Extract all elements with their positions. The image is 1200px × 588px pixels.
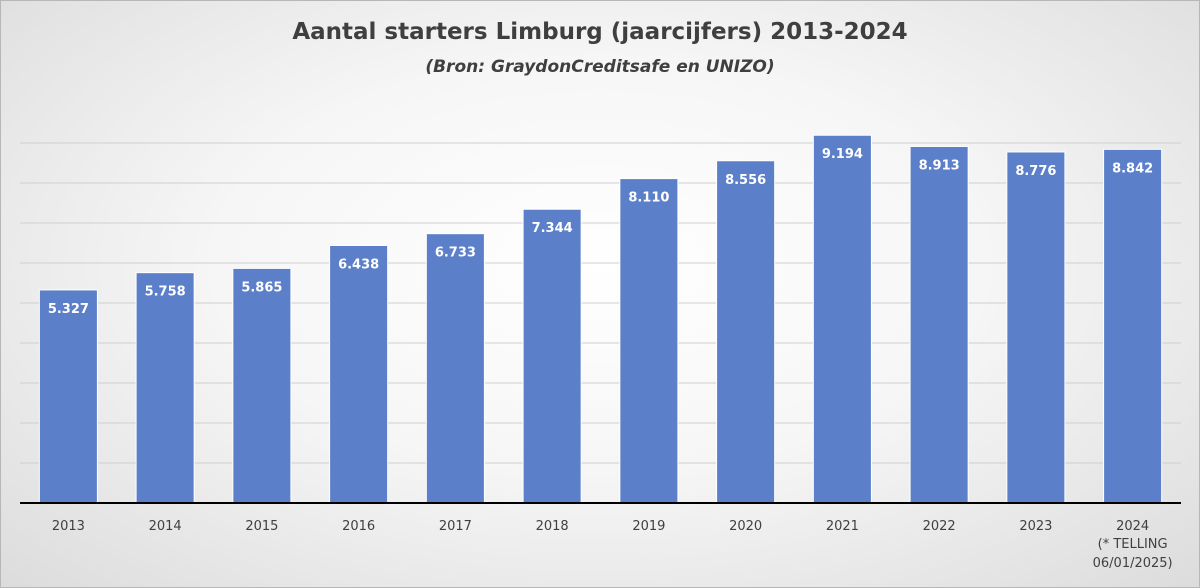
x-tick-note-line: (* TELLING: [1098, 537, 1168, 552]
x-tick-2023: 2023: [1019, 519, 1052, 534]
data-label-2018: 7.344: [532, 221, 573, 236]
x-tick-2020: 2020: [729, 519, 762, 534]
data-label-2015: 5.865: [241, 280, 282, 295]
bar-2016: [329, 244, 389, 504]
bar-2013: [38, 289, 98, 504]
x-tick-2015: 2015: [245, 519, 278, 534]
x-tick-2019: 2019: [632, 519, 665, 534]
data-label-2017: 6.733: [435, 246, 476, 261]
bar-2017: [425, 233, 485, 504]
x-tick-2022: 2022: [923, 519, 956, 534]
data-label-2023: 8.776: [1015, 164, 1056, 179]
bar-2024: [1103, 148, 1163, 504]
data-label-2024: 8.842: [1112, 161, 1153, 176]
x-tick-2013: 2013: [52, 519, 85, 534]
data-label-2013: 5.327: [48, 302, 89, 317]
data-label-2020: 8.556: [725, 173, 766, 188]
x-tick-2018: 2018: [536, 519, 569, 534]
data-label-2016: 6.438: [338, 257, 379, 272]
x-tick-2021: 2021: [826, 519, 859, 534]
bar-2022: [909, 145, 969, 504]
x-tick-2017: 2017: [439, 519, 472, 534]
data-label-2014: 5.758: [145, 285, 186, 300]
x-tick-2016: 2016: [342, 519, 375, 534]
x-tick-2024: 2024: [1116, 519, 1149, 534]
bar-2014: [135, 272, 195, 504]
bar-2015: [232, 267, 292, 504]
chart-subtitle: (Bron: GraydonCreditsafe en UNIZO): [425, 57, 775, 77]
bar-2018: [522, 208, 582, 504]
bar-2020: [716, 160, 776, 504]
data-label-2019: 8.110: [628, 191, 669, 206]
chart-title: Aantal starters Limburg (jaarcijfers) 20…: [292, 19, 908, 45]
data-label-2022: 8.913: [919, 158, 960, 173]
data-label-2021: 9.194: [822, 147, 863, 162]
x-tick-note-line: 06/01/2025): [1093, 556, 1173, 571]
bar-2023: [1006, 151, 1066, 504]
x-tick-2014: 2014: [149, 519, 182, 534]
bar-2019: [619, 178, 679, 504]
bar-2021: [812, 134, 872, 504]
